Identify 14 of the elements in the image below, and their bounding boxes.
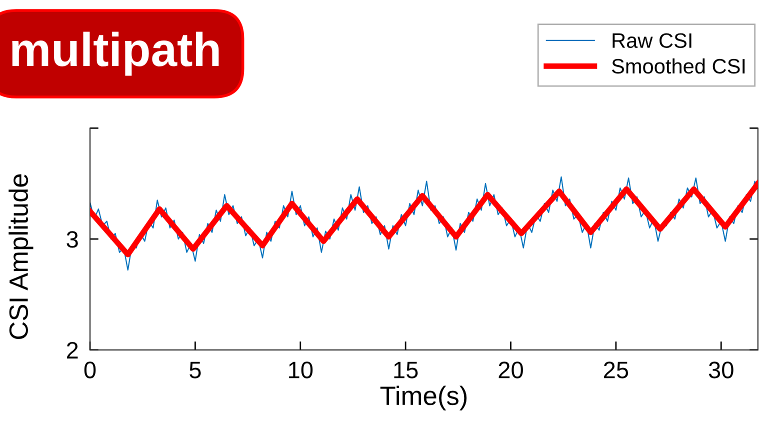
y-tick-label: 3 — [66, 231, 78, 248]
text: multipath — [12, 32, 219, 76]
x-axis-title: Time(s) — [380, 386, 467, 410]
x-tick-label: 0 — [84, 362, 96, 378]
x-tick-label: 10 — [289, 362, 313, 378]
x-tick-label: 30 — [708, 362, 734, 378]
y-tick-label: 2 — [66, 342, 78, 358]
x-tick-label: 15 — [394, 362, 418, 378]
legend-label: Smoothed CSI — [612, 58, 745, 74]
x-tick-label: 20 — [498, 362, 523, 378]
legend-label: Raw CSI — [612, 33, 692, 48]
x-tick-label: 5 — [190, 362, 201, 378]
y-axis-title: CSI Amplitude — [8, 174, 34, 340]
x-tick-label: 25 — [604, 362, 628, 378]
